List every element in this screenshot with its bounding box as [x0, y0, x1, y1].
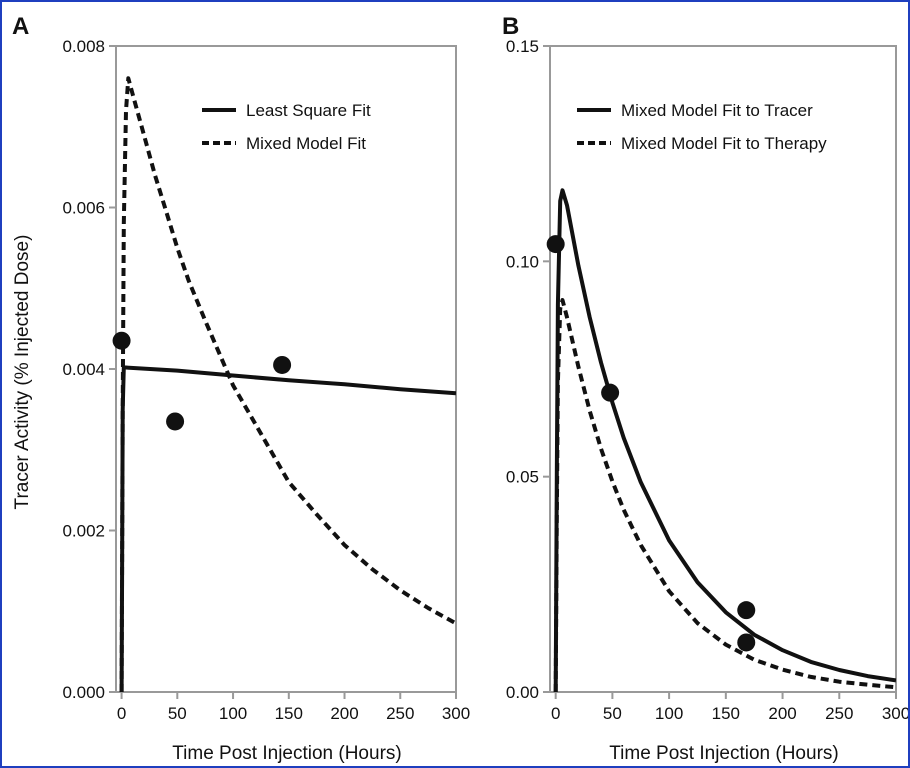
panel-b-y-tick-label: 0.00 [506, 683, 539, 702]
panel-b-legend-label-2: Mixed Model Fit to Therapy [621, 134, 827, 153]
panel-a-y-tick-label: 0.002 [62, 522, 105, 541]
panel-b-data-point [601, 383, 620, 402]
panel-a-legend-label-1: Least Square Fit [246, 101, 371, 120]
y-axis-label: Tracer Activity (% Injected Dose) [12, 235, 33, 510]
panel-b-x-tick-label: 300 [882, 704, 908, 723]
panel-b-x-tick-label: 0 [551, 704, 560, 723]
panel-b-y-tick-label: 0.05 [506, 468, 539, 487]
panel-a-x-axis-label: Time Post Injection (Hours) [172, 743, 401, 764]
panel-b-x-tick-label: 250 [825, 704, 853, 723]
panel-b-y-tick-label: 0.10 [506, 252, 539, 271]
panel-b-x-tick-label: 50 [603, 704, 622, 723]
panel-b-legend-label-1: Mixed Model Fit to Tracer [621, 101, 813, 120]
panel-b-legend: Mixed Model Fit to Tracer Mixed Model Fi… [577, 101, 827, 153]
panel-b-data-point [737, 633, 756, 652]
panel-a-x-tick-label: 100 [219, 704, 247, 723]
panel-b-series-dashed-line [553, 298, 896, 692]
panel-b-x-axis-label: Time Post Injection (Hours) [609, 743, 838, 764]
panel-a-data-point [273, 355, 292, 374]
panel-a-x-tick-label: 150 [275, 704, 303, 723]
panel-a-y-tick-label: 0.000 [62, 683, 105, 702]
panel-letter-a: A [12, 13, 29, 40]
panel-b-x-tick-label: 100 [655, 704, 683, 723]
panel-b-plot: 0 50 100 150 200 250 300 0.00 0.05 0.10 0.15 [506, 37, 908, 723]
panel-a-series-dashed-line [119, 76, 456, 692]
panel-a-x-tick-label: 300 [442, 704, 470, 723]
panel-b-data-point [737, 601, 756, 620]
panel-a-legend: Least Square Fit Mixed Model Fit [202, 101, 371, 153]
panel-a-x-tick-label: 200 [330, 704, 358, 723]
panel-a-x-tick-label: 0 [117, 704, 126, 723]
panel-b-series-solid-line [553, 188, 896, 692]
panel-a-y-tick-label: 0.008 [62, 37, 105, 56]
panel-letter-b: B [502, 13, 519, 40]
panel-a-data-point [112, 331, 131, 350]
panel-a-plot: 0 50 100 150 200 250 300 0.000 0.002 0.004 0.006 0.… [62, 37, 470, 723]
panel-b-x-tick-label: 200 [768, 704, 796, 723]
panel-a-legend-label-2: Mixed Model Fit [246, 134, 366, 153]
panel-a-y-tick-label: 0.004 [62, 360, 105, 379]
panel-a-x-tick-label: 250 [386, 704, 414, 723]
panel-b-data-point [546, 235, 565, 254]
panel-a-x-tick-label: 50 [168, 704, 187, 723]
panel-a-data-point [166, 412, 185, 431]
panel-a-y-tick-label: 0.006 [62, 199, 105, 218]
panel-b-y-tick-label: 0.15 [506, 37, 539, 56]
panel-b-x-tick-label: 150 [712, 704, 740, 723]
panel-b-plot-frame [549, 45, 897, 693]
